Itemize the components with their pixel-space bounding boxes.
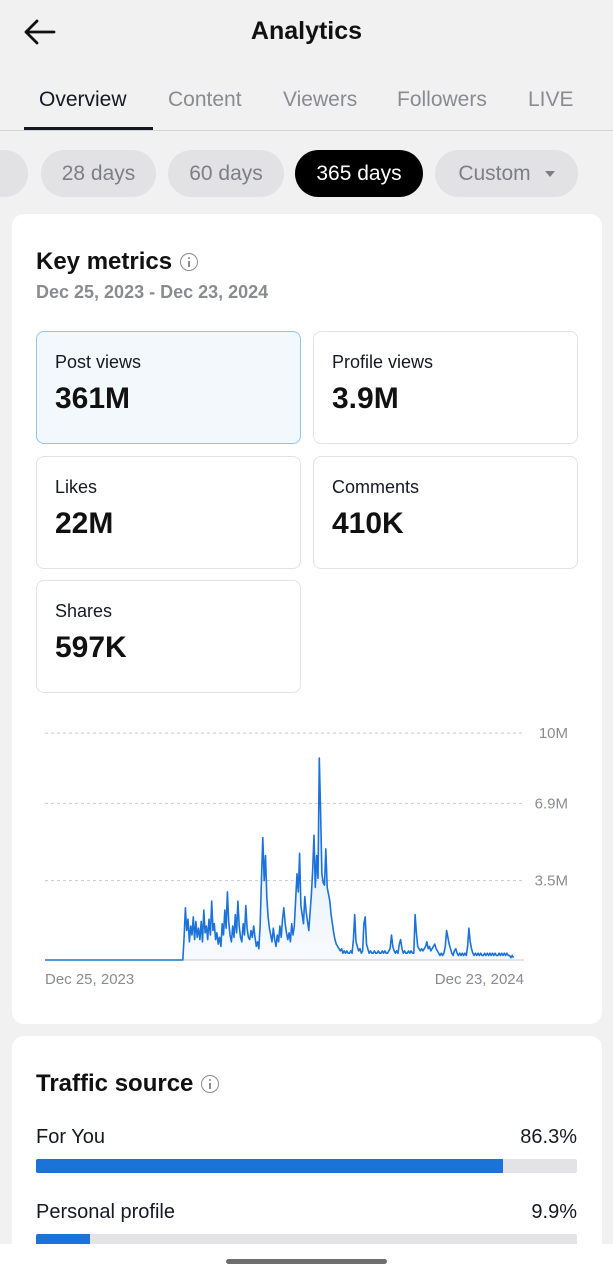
- key-metrics-date-range: Dec 25, 2023 - Dec 23, 2024: [36, 282, 269, 302]
- tab-viewers[interactable]: Viewers: [283, 88, 358, 111]
- range-chip-partial[interactable]: [0, 150, 28, 197]
- metric-value: 410K: [332, 507, 404, 540]
- chart-y-tick-label: 10M: [539, 725, 568, 742]
- traffic-source-card: Traffic source For You 86.3% Personal pr…: [12, 1036, 602, 1280]
- tab-bar: Overview Content Viewers Followers LIVE: [0, 72, 613, 131]
- traffic-source-bar: [36, 1159, 577, 1173]
- metric-label: Shares: [55, 601, 113, 621]
- key-metrics-heading: Key metrics: [36, 248, 199, 276]
- metric-value: 361M: [55, 382, 131, 415]
- date-range-chips: 28 days 60 days 365 days Custom: [0, 150, 613, 198]
- metric-label: Post views: [55, 352, 142, 372]
- range-chip-28-days[interactable]: 28 days: [41, 150, 156, 197]
- traffic-source-label: For You: [36, 1126, 105, 1148]
- metric-label: Comments: [332, 477, 420, 497]
- arrow-left-icon: [24, 19, 56, 45]
- active-tab-indicator: [24, 127, 153, 130]
- metric-card-post-views[interactable]: Post views 361M: [36, 331, 301, 444]
- metric-value: 597K: [55, 631, 127, 664]
- back-button[interactable]: [22, 14, 62, 50]
- page-title: Analytics: [250, 17, 363, 45]
- home-indicator: [226, 1259, 387, 1264]
- caret-down-icon: [544, 170, 555, 177]
- key-metrics-title: Key metrics: [36, 248, 173, 275]
- metric-value: 22M: [55, 507, 114, 540]
- custom-range-label: Custom: [458, 161, 531, 185]
- post-views-chart[interactable]: 10M 6.9M 3.5M Dec 25, 2023 Dec 23, 2024: [12, 714, 602, 1004]
- metric-card-profile-views[interactable]: Profile views 3.9M: [313, 331, 578, 444]
- traffic-source-heading: Traffic source: [36, 1070, 220, 1098]
- metric-label: Likes: [55, 477, 98, 497]
- tab-overview[interactable]: Overview: [39, 88, 127, 111]
- info-icon[interactable]: [180, 253, 199, 271]
- chart-x-tick-label: Dec 25, 2023: [45, 971, 134, 988]
- range-chip-custom[interactable]: Custom: [435, 150, 578, 197]
- metric-card-comments[interactable]: Comments 410K: [313, 456, 578, 569]
- info-icon[interactable]: [201, 1075, 220, 1093]
- range-chip-365-days[interactable]: 365 days: [295, 150, 423, 197]
- chart-y-tick-label: 3.5M: [535, 873, 568, 890]
- top-bar: Analytics: [0, 0, 613, 66]
- chart-series-line: [45, 757, 515, 961]
- tab-live[interactable]: LIVE: [528, 88, 574, 111]
- traffic-source-label: Personal profile: [36, 1201, 175, 1223]
- tab-followers[interactable]: Followers: [397, 88, 487, 111]
- traffic-source-bar-fill: [36, 1159, 503, 1173]
- tab-content[interactable]: Content: [168, 88, 242, 111]
- traffic-source-title: Traffic source: [36, 1070, 194, 1097]
- metric-label: Profile views: [332, 352, 434, 372]
- chart-x-tick-label: Dec 23, 2024: [435, 971, 524, 988]
- traffic-source-percent: 86.3%: [520, 1126, 577, 1148]
- metric-card-likes[interactable]: Likes 22M: [36, 456, 301, 569]
- range-chip-60-days[interactable]: 60 days: [168, 150, 284, 197]
- traffic-source-percent: 9.9%: [531, 1201, 577, 1223]
- post-views-chart-svg: 10M 6.9M 3.5M Dec 25, 2023 Dec 23, 2024: [45, 725, 568, 988]
- metric-value: 3.9M: [332, 382, 399, 415]
- metric-card-shares[interactable]: Shares 597K: [36, 580, 301, 693]
- chart-y-tick-label: 6.9M: [535, 795, 568, 812]
- key-metrics-card: Key metrics Dec 25, 2023 - Dec 23, 2024 …: [12, 214, 602, 1024]
